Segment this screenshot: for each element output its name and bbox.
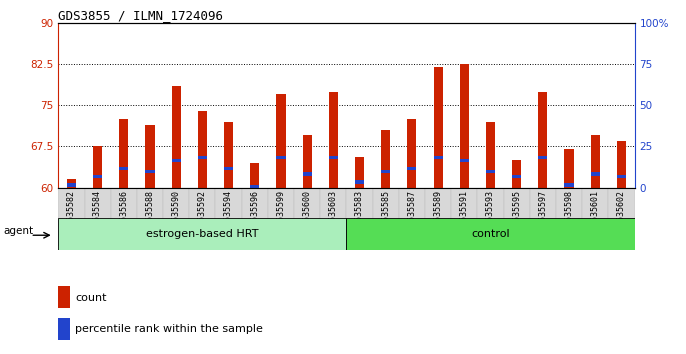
Bar (58, 286, 70, 308)
Text: GSM535601: GSM535601 (591, 190, 600, 235)
Text: GSM535588: GSM535588 (145, 190, 154, 235)
Bar (241, 188, 268, 246)
Bar (539, 156, 547, 159)
Bar (58, 318, 70, 340)
Bar (119, 167, 128, 170)
Bar (539, 92, 547, 188)
Text: GSM535584: GSM535584 (93, 190, 102, 235)
Text: GSM535596: GSM535596 (250, 190, 259, 235)
Bar (407, 167, 416, 170)
Bar (67, 183, 76, 187)
Text: GSM535595: GSM535595 (512, 190, 521, 235)
Bar (582, 188, 608, 246)
Bar (512, 175, 521, 178)
Bar (556, 188, 582, 246)
Bar (329, 156, 338, 159)
Bar (512, 160, 521, 188)
Bar (303, 172, 311, 176)
Text: GSM535598: GSM535598 (565, 190, 573, 235)
Bar (355, 158, 364, 188)
Text: GSM535582: GSM535582 (67, 190, 76, 235)
Text: GDS3855 / ILMN_1724096: GDS3855 / ILMN_1724096 (58, 9, 224, 22)
Text: GSM535599: GSM535599 (276, 190, 285, 235)
Text: GSM535592: GSM535592 (198, 190, 207, 235)
Text: GSM535586: GSM535586 (119, 190, 128, 235)
Bar (67, 179, 76, 188)
Bar (276, 156, 285, 159)
Bar (250, 163, 259, 188)
Bar (460, 159, 469, 162)
Bar (477, 188, 504, 246)
Bar (486, 170, 495, 173)
Bar (329, 92, 338, 188)
Bar (617, 175, 626, 178)
Bar (84, 188, 110, 246)
Bar (530, 188, 556, 246)
Bar (591, 136, 600, 188)
Text: GSM535591: GSM535591 (460, 190, 469, 235)
Bar (294, 188, 320, 246)
Bar (565, 149, 573, 188)
Text: percentile rank within the sample: percentile rank within the sample (75, 324, 263, 335)
Bar (381, 130, 390, 188)
Text: GSM535593: GSM535593 (486, 190, 495, 235)
Bar (425, 188, 451, 246)
Bar (434, 156, 442, 159)
Text: GSM535590: GSM535590 (172, 190, 180, 235)
Bar (591, 172, 600, 176)
Bar (381, 170, 390, 173)
Bar (434, 67, 442, 188)
Bar (145, 170, 154, 173)
Bar (451, 188, 477, 246)
Bar (250, 185, 259, 188)
Bar (565, 183, 573, 187)
Text: GSM535602: GSM535602 (617, 190, 626, 235)
Bar (198, 111, 207, 188)
Text: GSM535589: GSM535589 (434, 190, 442, 235)
Bar (460, 64, 469, 188)
Text: GSM535603: GSM535603 (329, 190, 338, 235)
Bar (303, 136, 311, 188)
Bar (346, 218, 635, 250)
Bar (355, 181, 364, 184)
Bar (224, 122, 233, 188)
Text: GSM535585: GSM535585 (381, 190, 390, 235)
Bar (224, 167, 233, 170)
Bar (119, 119, 128, 188)
Bar (276, 95, 285, 188)
Bar (172, 86, 181, 188)
Bar (189, 188, 215, 246)
Bar (617, 141, 626, 188)
Bar (172, 159, 181, 162)
Bar (268, 188, 294, 246)
Text: estrogen-based HRT: estrogen-based HRT (146, 229, 259, 239)
Bar (399, 188, 425, 246)
Bar (346, 188, 372, 246)
Text: GSM535587: GSM535587 (407, 190, 416, 235)
Bar (608, 188, 635, 246)
Bar (58, 218, 346, 250)
Text: GSM535600: GSM535600 (303, 190, 311, 235)
Bar (504, 188, 530, 246)
Bar (93, 175, 102, 178)
Bar (320, 188, 346, 246)
Bar (486, 122, 495, 188)
Bar (145, 125, 154, 188)
Bar (93, 147, 102, 188)
Bar (407, 119, 416, 188)
Bar (58, 188, 84, 246)
Bar (137, 188, 163, 246)
Text: GSM535594: GSM535594 (224, 190, 233, 235)
Text: agent: agent (3, 226, 33, 236)
Bar (163, 188, 189, 246)
Text: control: control (471, 229, 510, 239)
Bar (110, 188, 137, 246)
Text: GSM535597: GSM535597 (539, 190, 547, 235)
Bar (372, 188, 399, 246)
Bar (215, 188, 241, 246)
Text: count: count (75, 292, 107, 303)
Bar (198, 156, 207, 159)
Text: GSM535583: GSM535583 (355, 190, 364, 235)
